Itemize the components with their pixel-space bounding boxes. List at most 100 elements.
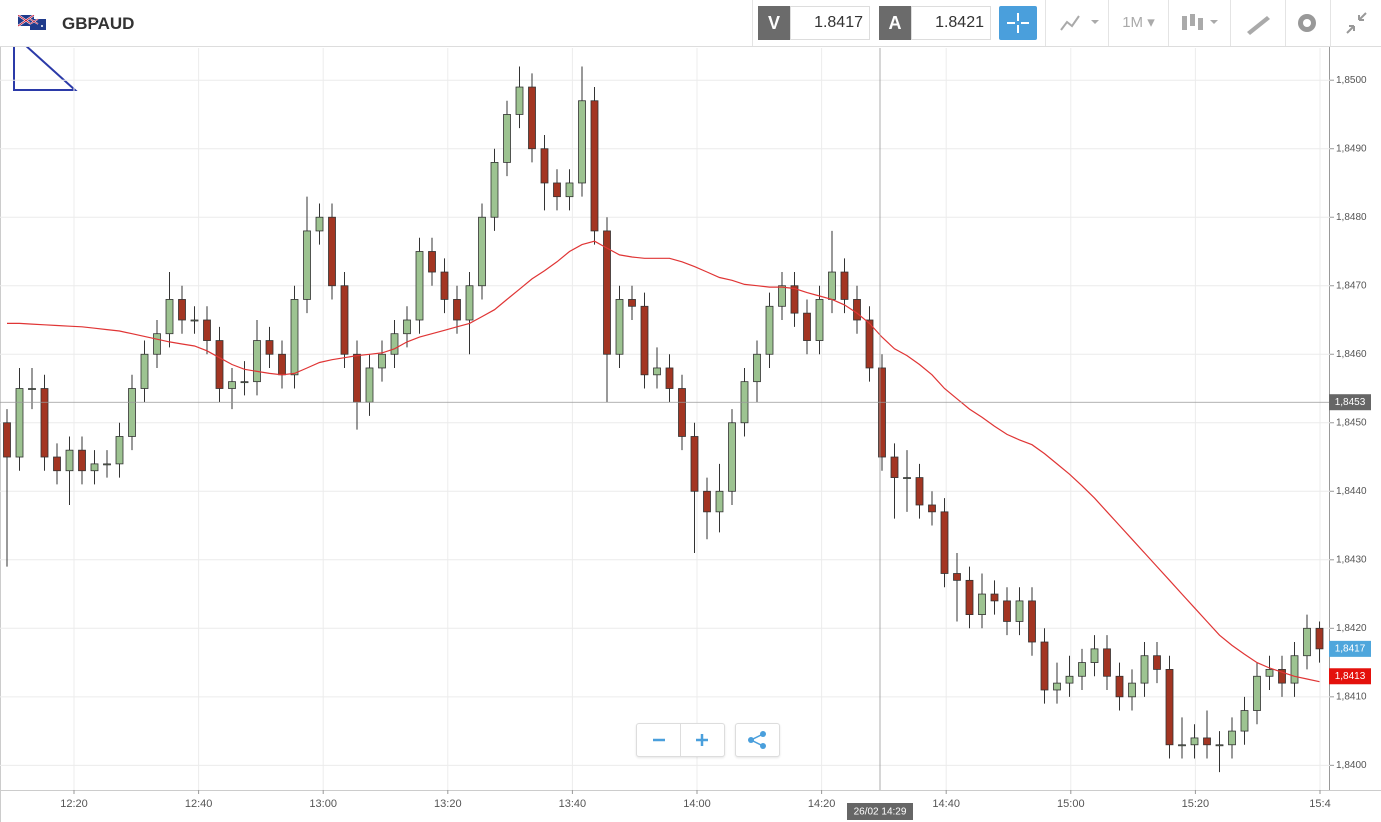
candle-body	[1053, 682, 1061, 691]
collapse-button[interactable]	[1330, 0, 1381, 46]
candle-body	[1228, 730, 1236, 746]
candle-body	[765, 305, 774, 355]
candle-body	[903, 477, 911, 479]
zoom-in[interactable]	[696, 734, 708, 746]
x-tick-label: 12:20	[60, 798, 88, 810]
drawing-triangle[interactable]	[13, 32, 78, 91]
symbol: GBPAUD	[62, 14, 135, 33]
candle-body	[865, 319, 874, 369]
candle-body	[1028, 600, 1036, 643]
price-marker	[1329, 668, 1371, 685]
candle-body	[90, 463, 99, 472]
candle-body	[1215, 744, 1224, 747]
y-tick-label: 1,8420	[1336, 623, 1367, 634]
candle-body	[390, 333, 399, 355]
candle-body	[515, 86, 524, 115]
candle-body	[165, 299, 174, 335]
chart-type-button[interactable]	[1045, 0, 1108, 46]
candle-body	[40, 388, 49, 458]
x-tick-label: 14:20	[808, 798, 836, 810]
candle-body	[1065, 675, 1074, 684]
candle-body	[1278, 669, 1286, 684]
candle-body	[503, 114, 511, 163]
candle-body	[840, 271, 849, 300]
candle-body	[1128, 682, 1136, 698]
candle-body	[628, 299, 636, 307]
crosshair-time-label: 26/02 14:29	[854, 807, 907, 818]
candle-body	[640, 305, 649, 376]
y-tick-label: 1,8430	[1336, 554, 1367, 565]
share-button[interactable]	[735, 723, 780, 757]
candle-body	[1078, 662, 1086, 677]
draw-button[interactable]	[1230, 0, 1285, 46]
x-tick-label: 15:20	[1182, 798, 1210, 810]
candle-body	[665, 367, 674, 389]
candle-body	[340, 285, 349, 355]
candle-body	[1253, 675, 1261, 711]
ask-price[interactable]: 1.8421	[911, 6, 991, 40]
candle-body	[690, 436, 699, 492]
candle-body	[1190, 737, 1199, 746]
marks	[3, 66, 1324, 773]
ask-label[interactable]: A	[879, 6, 911, 40]
candle-body	[728, 422, 736, 492]
candle-body	[1265, 669, 1274, 677]
candle-body	[203, 319, 211, 341]
candle-body	[15, 388, 24, 458]
timeframe-button[interactable]: 1M ▾	[1108, 0, 1168, 46]
y-tick-label: 1,8410	[1336, 691, 1367, 702]
candle-body	[828, 271, 836, 300]
candle-body	[403, 319, 411, 335]
candle-body	[990, 593, 999, 602]
candle-body	[478, 216, 486, 287]
candle-body	[528, 86, 536, 150]
candle-body	[1103, 648, 1111, 677]
moving-average	[7, 240, 1320, 683]
flag-icon	[18, 15, 46, 30]
candle-body	[278, 353, 286, 376]
candle-body	[253, 340, 261, 383]
candle-body	[915, 477, 924, 506]
candle-body	[153, 333, 161, 355]
candle-body	[1090, 648, 1099, 663]
bid-price[interactable]: 1.8417	[790, 6, 870, 40]
price-marker	[1329, 640, 1371, 657]
candle-body	[703, 490, 711, 513]
candle-body	[1315, 627, 1324, 650]
candle-body	[215, 340, 224, 389]
candle-body	[578, 100, 586, 184]
candle-body	[303, 230, 311, 300]
x-tick-label: 12:40	[185, 798, 213, 810]
x-tick-label: 15:00	[1057, 798, 1085, 810]
candle-body	[190, 319, 199, 322]
crosshair-button[interactable]	[999, 6, 1037, 40]
candle-body	[803, 312, 811, 341]
candle-body	[715, 490, 724, 513]
candle-body	[540, 148, 549, 184]
candle-body	[315, 216, 324, 232]
candle-body	[1003, 600, 1011, 622]
candle-body	[228, 381, 236, 389]
bid-label[interactable]: V	[758, 6, 790, 40]
crosshair-price-label: 1,8453	[1335, 397, 1366, 408]
candle-type-button[interactable]	[1168, 0, 1230, 46]
y-tick-label: 1,8480	[1336, 212, 1367, 223]
price-marker-label: 1,8413	[1335, 671, 1366, 682]
x-tick-label: 14:00	[683, 798, 711, 810]
candle-body	[490, 162, 499, 218]
candle-body	[653, 367, 661, 376]
zoom-controls	[636, 723, 725, 757]
candle-body	[115, 436, 124, 465]
candle-body	[53, 456, 61, 472]
x-tick-label: 13:40	[559, 798, 587, 810]
candle-body	[778, 285, 786, 307]
y-tick-label: 1,8440	[1336, 486, 1367, 497]
candle-body	[1115, 675, 1124, 698]
candle-body	[1303, 627, 1311, 657]
candle-body	[1040, 641, 1049, 691]
settings-button[interactable]	[1285, 0, 1330, 46]
candle-body	[678, 388, 686, 437]
candle-body	[890, 456, 899, 478]
